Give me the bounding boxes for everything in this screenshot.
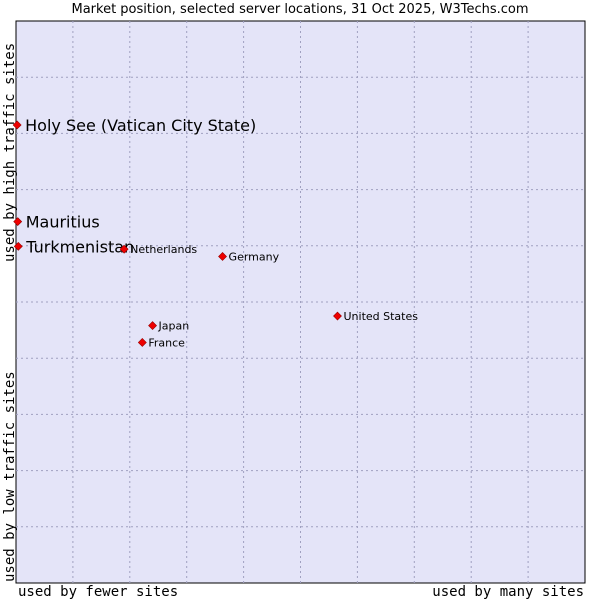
data-point-marker — [12, 120, 22, 130]
y-axis-label-high: used by high traffic sites — [2, 42, 18, 262]
chart-title: Market position, selected server locatio… — [71, 2, 529, 17]
data-point-label: Germany — [229, 250, 280, 263]
data-points: Holy See (Vatican City State) Mauritius Tu… — [12, 116, 418, 349]
data-point-label: United States — [343, 310, 418, 323]
data-point-marker — [13, 241, 23, 251]
data-point-marker — [13, 217, 23, 227]
data-point-label: Japan — [158, 320, 190, 333]
y-axis-label-low: used by low traffic sites — [2, 371, 18, 582]
data-point-label: France — [148, 336, 185, 349]
data-point-marker — [148, 321, 157, 331]
data-point-label: Netherlands — [130, 243, 197, 256]
x-axis-label-high: used by many sites — [432, 584, 584, 600]
data-point-label: Turkmenistan — [25, 237, 134, 256]
data-point-marker — [119, 244, 129, 254]
data-point-marker — [333, 311, 342, 321]
data-point-label: Holy See (Vatican City State) — [25, 116, 256, 135]
grid-lines — [16, 21, 585, 583]
data-point-marker — [137, 338, 147, 347]
x-axis-label-low: used by fewer sites — [18, 584, 179, 600]
data-point-marker — [218, 252, 227, 261]
data-point-label: Mauritius — [26, 213, 100, 232]
